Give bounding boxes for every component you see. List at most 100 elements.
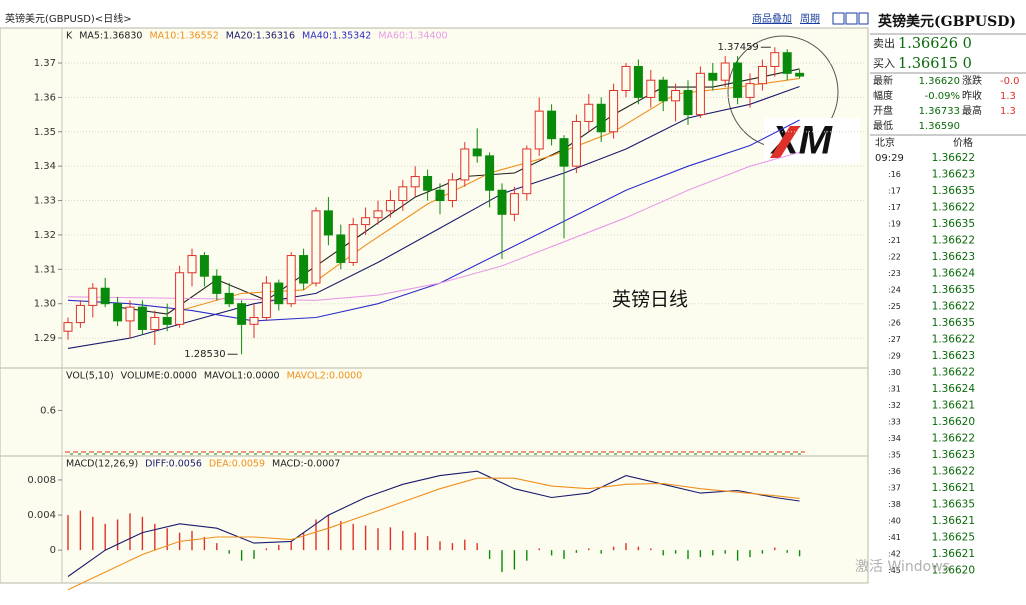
candle-body xyxy=(261,282,271,318)
quote-stat: 1.36590 xyxy=(919,121,960,132)
candle-body xyxy=(373,210,383,219)
legend-entry: MACD:-0.0007 xyxy=(272,459,340,470)
candle-body xyxy=(125,306,135,322)
trade-price: 1.36621 xyxy=(932,548,975,560)
trade-time: :24 xyxy=(888,286,901,295)
trade-time: :40 xyxy=(888,517,901,526)
quote-stat: 1.3 xyxy=(1000,91,1016,102)
legend-entry: MA20:1.36316 xyxy=(226,31,295,42)
trade-price: 1.36620 xyxy=(932,565,975,577)
window-icons[interactable] xyxy=(832,12,869,25)
y-tick-label: 1.31 xyxy=(34,264,56,275)
period-button[interactable]: 周期 xyxy=(800,13,820,25)
legend-entry: MAVOL2:0.0000 xyxy=(287,371,363,382)
candle-body xyxy=(175,272,185,325)
candle-body xyxy=(435,189,445,202)
candle-body xyxy=(150,316,160,330)
candle-body xyxy=(398,186,408,202)
candle-body xyxy=(782,52,792,74)
overlay-button[interactable]: 商品叠加 xyxy=(752,12,792,25)
candle-body xyxy=(584,103,594,122)
candle-body xyxy=(237,303,247,325)
candle-body xyxy=(757,65,767,85)
trade-price: 1.36621 xyxy=(932,482,975,494)
legend-entry: DEA:0.0059 xyxy=(209,459,265,470)
candle-body xyxy=(187,255,197,274)
macd-line xyxy=(67,477,800,591)
candle-body xyxy=(571,120,581,167)
trade-time: :17 xyxy=(888,187,901,196)
trade-price: 1.36622 xyxy=(932,334,975,346)
y-tick-label: 1.37 xyxy=(34,58,56,69)
candle-body xyxy=(633,65,643,98)
candle-body xyxy=(162,316,172,325)
legend-entry: DIFF:0.0056 xyxy=(145,459,202,470)
legend-entry: MA5:1.36830 xyxy=(79,31,142,42)
annotation: 1.37459 xyxy=(717,42,758,53)
trade-time: :16 xyxy=(888,170,901,179)
trade-price: 1.36622 xyxy=(932,235,975,247)
trade-time: :27 xyxy=(888,335,901,344)
candle-body xyxy=(534,110,544,150)
quote-stat: 昨收 xyxy=(962,89,982,102)
candle-body xyxy=(299,255,309,284)
trade-time: :35 xyxy=(888,451,901,460)
candle-body xyxy=(708,72,718,81)
trade-time: :26 xyxy=(888,319,901,328)
trade-time: :19 xyxy=(888,220,901,229)
candle-body xyxy=(609,90,619,133)
quote-stat: 1.36620 xyxy=(919,76,960,87)
chart-label: 英镑日线 xyxy=(612,289,688,311)
macd-line xyxy=(67,470,800,577)
candle-body xyxy=(621,65,631,92)
candle-body xyxy=(410,175,420,188)
trade-time: :36 xyxy=(888,467,901,476)
y-tick-label: 1.35 xyxy=(34,127,56,138)
trade-time: :31 xyxy=(888,385,901,394)
quote-stat: 1.36733 xyxy=(919,106,960,117)
candle-body xyxy=(559,138,569,167)
quote-stat: 最低 xyxy=(873,119,893,132)
candle-body xyxy=(249,316,259,325)
candle-body xyxy=(113,303,123,322)
candle-body xyxy=(658,79,668,102)
y-tick-label: 1.34 xyxy=(34,161,56,172)
candle-body xyxy=(447,179,457,202)
candle-body xyxy=(286,255,296,305)
window-title: 英镑美元(GBPUSD)<日线> xyxy=(5,12,132,25)
trade-price: 1.36624 xyxy=(932,383,976,395)
trade-price: 1.36621 xyxy=(932,515,975,527)
candle-body xyxy=(385,200,395,212)
candle-body xyxy=(348,224,358,263)
candle-body xyxy=(224,292,234,305)
trade-time: :29 xyxy=(888,352,901,361)
quote-stat: 幅度 xyxy=(873,89,893,102)
y-tick-label: 1.30 xyxy=(34,299,56,310)
candle-body xyxy=(472,148,482,157)
candle-body xyxy=(423,175,433,191)
y-tick-label: 1.29 xyxy=(34,333,56,344)
trade-time: :23 xyxy=(888,269,901,278)
candle-body xyxy=(88,287,98,306)
candle-body xyxy=(646,79,656,98)
legend-entry: VOL(5,10) xyxy=(66,371,114,382)
trade-price: 1.36635 xyxy=(932,284,975,296)
legend-entry: MA60:1.34400 xyxy=(378,31,447,42)
quote-stat: 涨跌 xyxy=(962,74,982,87)
legend-entry: MA10:1.36552 xyxy=(149,31,218,42)
candle-body xyxy=(795,72,805,77)
trade-time: :25 xyxy=(888,302,901,311)
y-tick-label: 0.008 xyxy=(27,475,56,486)
trade-price: 1.36635 xyxy=(932,499,975,511)
trade-price: 1.36635 xyxy=(932,317,975,329)
trade-price: 1.36622 xyxy=(932,367,975,379)
trade-price: 1.36622 xyxy=(932,433,975,445)
candle-body xyxy=(323,210,333,236)
candle-body xyxy=(361,217,371,226)
annotation: 1.28530 xyxy=(184,349,225,360)
legend-entry: MAVOL1:0.0000 xyxy=(204,371,280,382)
y-tick-label: 1.36 xyxy=(34,92,56,103)
trade-price: 1.36635 xyxy=(932,185,975,197)
